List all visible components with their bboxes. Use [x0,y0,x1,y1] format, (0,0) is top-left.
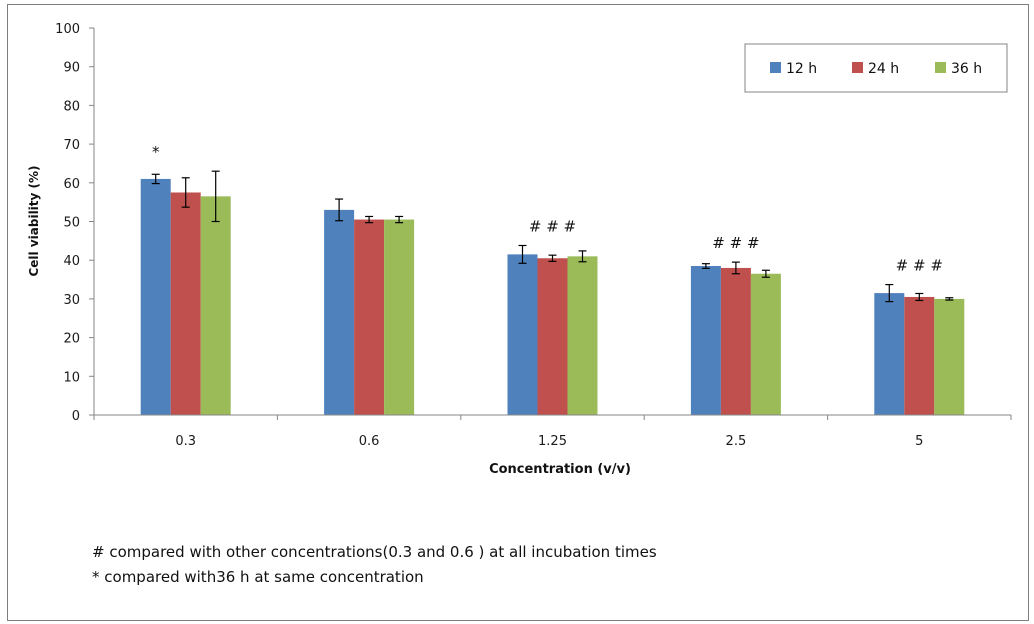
legend-swatch [770,62,781,73]
bar [324,209,355,415]
y-tick-label: 90 [63,61,80,76]
legend-swatch [852,62,863,73]
bar [200,196,231,415]
y-tick-label: 50 [63,216,80,231]
legend: 12 h 24 h 36 h [744,43,1008,93]
y-axis-title: Cell viability (%) [27,165,41,276]
bar [140,178,171,415]
legend-label: 36 h [951,61,982,77]
y-tick-label: 20 [63,332,80,347]
legend-label: 12 h [786,61,817,77]
bar [170,192,201,415]
bar [567,256,598,415]
y-tick-label: 70 [63,138,80,153]
bar [874,293,905,415]
star-note: * compared with36 h at same concentratio… [92,568,424,586]
significance-mark: * [152,143,160,161]
bar [934,298,965,415]
legend-label: 24 h [868,61,899,77]
bar-chart: *# # ## # ## # # 0102030405060708090100 … [27,22,1012,477]
bar [354,219,385,415]
bar [384,219,415,415]
bar [537,258,568,415]
bar [507,254,538,415]
legend-swatch [935,62,946,73]
significance-mark: # # # [896,257,943,275]
x-tick-label: 0.6 [359,434,380,449]
x-tick-label: 0.3 [175,434,196,449]
y-tick-label: 100 [55,22,80,37]
bar [690,266,721,415]
y-tick-label: 30 [63,293,80,308]
y-tick-label: 10 [63,370,80,385]
x-axis-title: Concentration (v/v) [489,462,631,477]
significance-mark: # # # [712,234,759,252]
y-tick-label: 60 [63,177,80,192]
significance-mark: # # # [529,217,576,235]
bar [720,267,751,415]
hash-note: # compared with other concentrations(0.3… [92,543,657,561]
y-tick-label: 40 [63,254,80,269]
y-tick-label: 80 [63,99,80,114]
legend-box [744,43,1008,93]
y-tick-label: 0 [72,409,80,424]
bar [904,296,935,415]
bar [750,273,781,415]
x-tick-label: 2.5 [726,434,747,449]
chart-notes: # compared with other concentrations(0.3… [92,540,657,590]
x-tick-label: 5 [915,434,923,449]
x-tick-label: 1.25 [538,434,567,449]
